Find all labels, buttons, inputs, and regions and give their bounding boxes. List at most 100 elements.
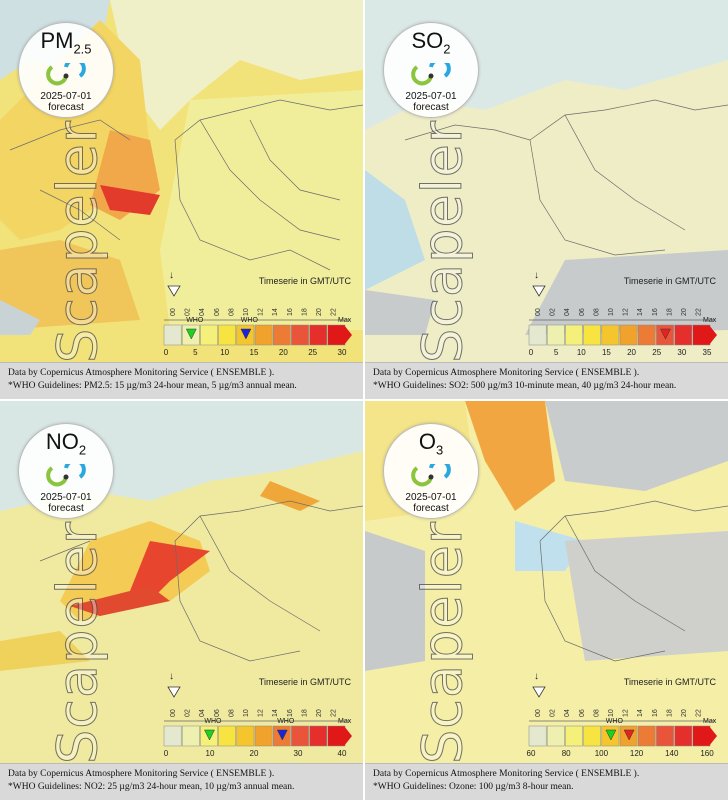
timeserie-label: Timeserie in GMT/UTC bbox=[623, 677, 716, 687]
who-marker-icon bbox=[623, 729, 635, 741]
hour-label: 08 bbox=[593, 308, 600, 316]
pollutant-badge: O3 2025-07-01 forecast bbox=[383, 423, 479, 519]
pollutant-label: SO2 bbox=[411, 28, 451, 57]
scale-swatch bbox=[163, 324, 182, 346]
attribution-footer: Data by Copernicus Atmosphere Monitoring… bbox=[0, 763, 363, 800]
scale-tick-label: 15 bbox=[602, 348, 611, 357]
scale-tick-label: 20 bbox=[627, 348, 636, 357]
scale-tick-label: 80 bbox=[562, 749, 571, 758]
forecast-date: 2025-07-01 bbox=[40, 91, 92, 103]
max-label: Max bbox=[338, 317, 352, 324]
hour-label: 04 bbox=[199, 308, 206, 316]
scale-tick-label: 0 bbox=[529, 348, 534, 357]
attribution-line: Data by Copernicus Atmosphere Monitoring… bbox=[8, 769, 275, 779]
hour-label: 02 bbox=[550, 709, 557, 717]
hour-label: 00 bbox=[170, 709, 177, 717]
pollutant-badge: SO2 2025-07-01 forecast bbox=[383, 22, 479, 118]
hour-label: 14 bbox=[272, 709, 279, 717]
current-time-marker-icon: ↓ bbox=[169, 671, 174, 682]
watermark: Scapeler bbox=[410, 521, 474, 765]
watermark: Scapeler bbox=[45, 120, 109, 364]
hour-label: 08 bbox=[228, 709, 235, 717]
current-time-marker-icon: ↓ bbox=[169, 270, 174, 281]
forecast-date: 2025-07-01 bbox=[405, 492, 457, 504]
who-marker-icon bbox=[605, 729, 617, 741]
panel-pm25: PM2.5 2025-07-01 forecast Scapeler Times… bbox=[0, 0, 363, 399]
cams-logo-icon bbox=[46, 464, 86, 487]
pollutant-label: O3 bbox=[418, 429, 444, 458]
scale-swatch bbox=[236, 725, 255, 747]
hour-label: 16 bbox=[652, 709, 659, 717]
cams-logo-icon bbox=[411, 63, 451, 86]
scale-swatch bbox=[327, 324, 346, 346]
scale-swatch bbox=[181, 725, 200, 747]
scale-swatch bbox=[565, 725, 583, 747]
attribution-line: Data by Copernicus Atmosphere Monitoring… bbox=[373, 769, 640, 779]
watermark: Scapeler bbox=[45, 521, 109, 765]
scale-max-arrow-icon bbox=[344, 325, 352, 345]
who-marker-icon bbox=[204, 729, 215, 741]
scale-swatch bbox=[583, 324, 602, 346]
scale-tick-label: 35 bbox=[703, 348, 712, 357]
hour-label: 16 bbox=[652, 308, 659, 316]
hour-label: 12 bbox=[258, 709, 265, 717]
who-guideline-line: *WHO Guidelines: Ozone: 100 µg/m3 8-hour… bbox=[373, 782, 574, 792]
scale-tick-label: 5 bbox=[193, 348, 198, 357]
who-guideline-line: *WHO Guidelines: NO2: 25 µg/m3 24-hour m… bbox=[8, 782, 295, 792]
scale-swatch bbox=[565, 324, 583, 346]
scale-tick-label: 20 bbox=[279, 348, 288, 357]
scale-tick-label: 40 bbox=[338, 749, 347, 758]
hour-label: 02 bbox=[185, 308, 192, 316]
color-scale-legend: 00 02 04 06 08 10 12 14 16 18 20 22 WHO WHO Max 0 10 20 30… bbox=[163, 686, 352, 758]
scale-tick-label: 30 bbox=[338, 348, 347, 357]
pollutant-label: NO2 bbox=[45, 429, 87, 458]
scale-tick-label: 10 bbox=[220, 348, 229, 357]
hour-label: 04 bbox=[199, 709, 206, 717]
hour-label: 20 bbox=[681, 709, 688, 717]
hour-label: 00 bbox=[535, 308, 542, 316]
who-label: WHO bbox=[204, 718, 222, 725]
scale-tick-label: 10 bbox=[206, 749, 215, 758]
scale-tick-label: 5 bbox=[554, 348, 559, 357]
hour-label: 12 bbox=[623, 308, 630, 316]
hour-label: 08 bbox=[593, 709, 600, 717]
scale-swatch bbox=[218, 725, 237, 747]
who-marker-icon bbox=[660, 328, 671, 340]
scale-swatch bbox=[200, 324, 218, 346]
scale-swatch bbox=[546, 324, 565, 346]
scale-swatch bbox=[291, 725, 309, 747]
hour-label: 18 bbox=[301, 308, 308, 316]
scale-swatch bbox=[309, 324, 328, 346]
hour-label: 04 bbox=[564, 308, 571, 316]
who-marker-icon bbox=[276, 729, 288, 741]
forecast-label: forecast bbox=[48, 102, 84, 114]
hour-label: 02 bbox=[550, 308, 557, 316]
hour-label: 18 bbox=[666, 709, 673, 717]
watermark: Scapeler bbox=[410, 120, 474, 364]
hour-label: 22 bbox=[696, 308, 703, 316]
timeserie-label: Timeserie in GMT/UTC bbox=[258, 677, 351, 687]
hour-label: 22 bbox=[696, 709, 703, 717]
scale-tick-label: 100 bbox=[595, 749, 609, 758]
scale-swatch bbox=[674, 725, 693, 747]
who-label: WHO bbox=[186, 317, 204, 324]
scale-swatch bbox=[583, 725, 602, 747]
who-marker-icon bbox=[240, 328, 252, 340]
scale-tick-label: 120 bbox=[630, 749, 644, 758]
hour-label: 06 bbox=[214, 709, 221, 717]
current-time-marker-icon: ↓ bbox=[534, 270, 539, 281]
hour-label: 22 bbox=[331, 308, 338, 316]
scale-swatch bbox=[692, 324, 711, 346]
scale-tick-label: 10 bbox=[577, 348, 586, 357]
current-time-arrow-icon bbox=[167, 285, 181, 297]
scale-swatch bbox=[637, 725, 656, 747]
scale-tick-label: 30 bbox=[677, 348, 686, 357]
scale-swatch bbox=[254, 324, 273, 346]
who-marker-icon bbox=[185, 328, 197, 340]
hour-label: 12 bbox=[258, 308, 265, 316]
scale-swatch bbox=[528, 725, 547, 747]
forecast-date: 2025-07-01 bbox=[405, 91, 457, 103]
scale-tick-label: 0 bbox=[164, 348, 169, 357]
hour-label: 06 bbox=[214, 308, 221, 316]
scale-swatch bbox=[309, 725, 328, 747]
